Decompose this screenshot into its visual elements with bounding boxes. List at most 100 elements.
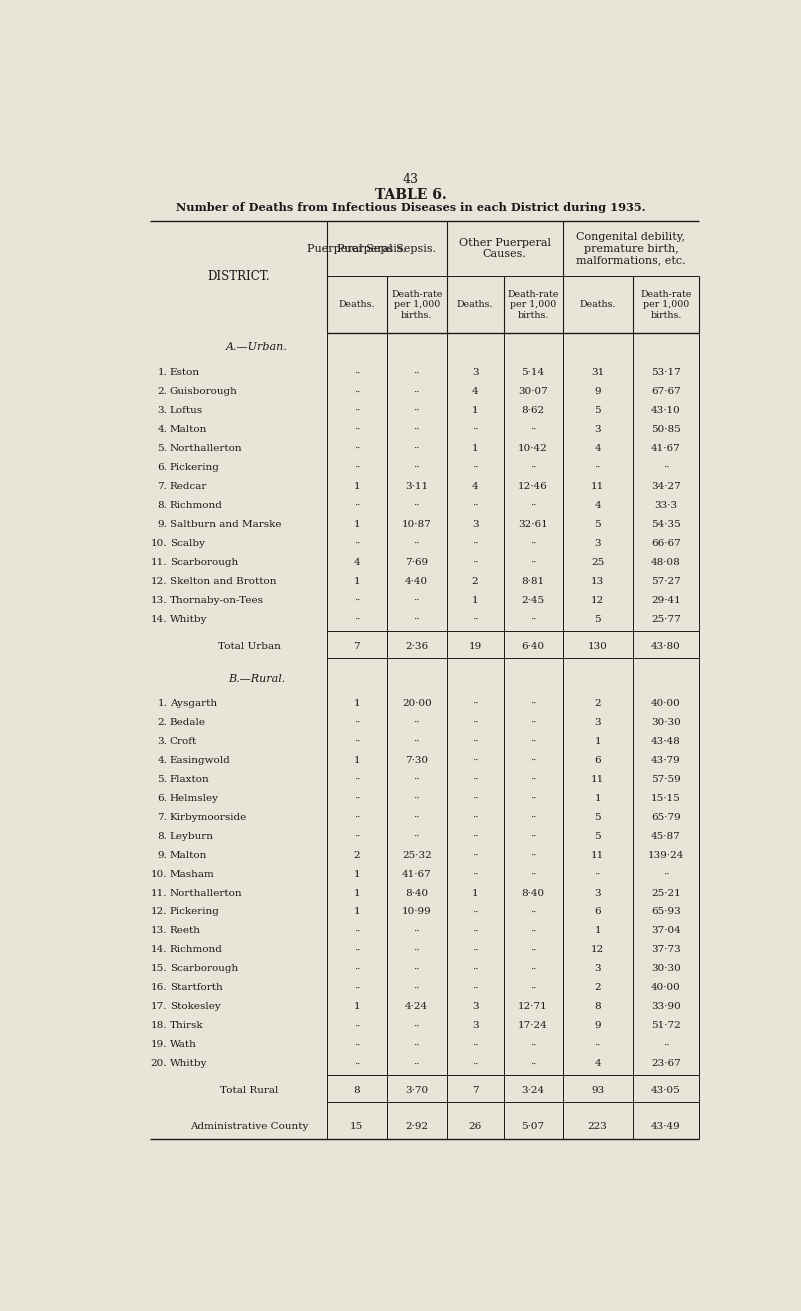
Text: ··: ·· (413, 717, 420, 726)
Text: 4·40: 4·40 (405, 577, 429, 586)
Text: 7: 7 (472, 1087, 478, 1096)
Text: ··: ·· (472, 965, 478, 974)
Text: 14.: 14. (151, 615, 167, 624)
Text: 6: 6 (594, 907, 601, 916)
Text: Thornaby-on-Tees: Thornaby-on-Tees (170, 597, 264, 606)
Text: ··: ·· (413, 444, 420, 454)
Text: ··: ·· (530, 831, 537, 840)
Text: 12.: 12. (151, 577, 167, 586)
Text: ··: ·· (472, 775, 478, 784)
Text: ··: ·· (472, 907, 478, 916)
Text: Thirsk: Thirsk (170, 1021, 203, 1030)
Text: Helmsley: Helmsley (170, 793, 219, 802)
Text: 13.: 13. (151, 927, 167, 936)
Text: 5: 5 (594, 831, 601, 840)
Text: 11: 11 (591, 482, 604, 492)
Text: 8.: 8. (157, 831, 167, 840)
Text: 9: 9 (594, 387, 601, 396)
Text: Whitby: Whitby (170, 1059, 207, 1068)
Text: ··: ·· (472, 558, 478, 568)
Text: ··: ·· (594, 463, 601, 472)
Text: 13: 13 (591, 577, 604, 586)
Text: 34·27: 34·27 (651, 482, 681, 492)
Text: 130: 130 (588, 642, 608, 652)
Text: 43·05: 43·05 (651, 1087, 681, 1096)
Text: 1: 1 (472, 444, 478, 454)
Text: ··: ·· (353, 463, 360, 472)
Text: Scarborough: Scarborough (170, 965, 238, 974)
Text: 50·85: 50·85 (651, 425, 681, 434)
Text: Total Rural: Total Rural (220, 1087, 278, 1096)
Text: ··: ·· (530, 813, 537, 822)
Text: 4: 4 (594, 1059, 601, 1068)
Text: 37·73: 37·73 (651, 945, 681, 954)
Text: ··: ·· (530, 945, 537, 954)
Text: ··: ·· (472, 945, 478, 954)
Text: ··: ·· (413, 813, 420, 822)
Text: 1: 1 (353, 869, 360, 878)
Text: 2·45: 2·45 (521, 597, 545, 606)
Text: 29·41: 29·41 (651, 597, 681, 606)
Text: Pickering: Pickering (170, 907, 219, 916)
Text: ··: ·· (413, 387, 420, 396)
Text: 40·00: 40·00 (651, 983, 681, 992)
Text: 7·30: 7·30 (405, 755, 429, 764)
Text: ··: ·· (413, 615, 420, 624)
Text: Puerperal Sepsis.: Puerperal Sepsis. (308, 244, 406, 253)
Text: 53·17: 53·17 (651, 368, 681, 378)
Text: Malton: Malton (170, 851, 207, 860)
Text: 67·67: 67·67 (651, 387, 681, 396)
Text: 30·07: 30·07 (518, 387, 548, 396)
Text: ··: ·· (353, 717, 360, 726)
Text: Kirbymoorside: Kirbymoorside (170, 813, 247, 822)
Text: 5·07: 5·07 (521, 1122, 545, 1131)
Text: ··: ·· (353, 775, 360, 784)
Text: Reeth: Reeth (170, 927, 201, 936)
Text: ··: ·· (413, 501, 420, 510)
Text: 1.: 1. (157, 699, 167, 708)
Text: 10·87: 10·87 (402, 520, 432, 530)
Text: 6.: 6. (157, 463, 167, 472)
Text: 11: 11 (591, 851, 604, 860)
Text: ··: ·· (353, 368, 360, 378)
Text: 25·77: 25·77 (651, 615, 681, 624)
Text: 45·87: 45·87 (651, 831, 681, 840)
Text: Scarborough: Scarborough (170, 558, 238, 568)
Text: 3: 3 (472, 368, 478, 378)
Text: ··: ·· (530, 927, 537, 936)
Text: ··: ·· (413, 425, 420, 434)
Text: 6.: 6. (157, 793, 167, 802)
Text: 3: 3 (594, 717, 601, 726)
Text: ··: ·· (530, 965, 537, 974)
Text: Easingwold: Easingwold (170, 755, 231, 764)
Text: ··: ·· (353, 1021, 360, 1030)
Text: 1: 1 (353, 755, 360, 764)
Text: 2.: 2. (157, 387, 167, 396)
Text: ··: ·· (530, 501, 537, 510)
Text: Flaxton: Flaxton (170, 775, 209, 784)
Text: 1: 1 (594, 927, 601, 936)
Text: Skelton and Brotton: Skelton and Brotton (170, 577, 276, 586)
Text: 33·90: 33·90 (651, 1003, 681, 1011)
Text: Death-rate
per 1,000
births.: Death-rate per 1,000 births. (640, 290, 691, 320)
Text: ··: ·· (413, 737, 420, 746)
Text: ··: ·· (353, 615, 360, 624)
Text: 3.: 3. (157, 406, 167, 416)
Text: ··: ·· (472, 425, 478, 434)
Text: ··: ·· (472, 851, 478, 860)
Text: 30·30: 30·30 (651, 717, 681, 726)
Text: 11.: 11. (151, 558, 167, 568)
Text: 54·35: 54·35 (651, 520, 681, 530)
Text: 25·32: 25·32 (402, 851, 432, 860)
Text: ··: ·· (413, 831, 420, 840)
Text: Stokesley: Stokesley (170, 1003, 220, 1011)
Text: ··: ·· (662, 463, 669, 472)
Text: ··: ·· (472, 813, 478, 822)
Text: ··: ·· (594, 1041, 601, 1049)
Text: 5: 5 (594, 615, 601, 624)
Text: 8·62: 8·62 (521, 406, 545, 416)
Text: Richmond: Richmond (170, 945, 223, 954)
Text: A.—Urban.: A.—Urban. (226, 342, 288, 353)
Text: ··: ·· (530, 869, 537, 878)
Text: 43·80: 43·80 (651, 642, 681, 652)
